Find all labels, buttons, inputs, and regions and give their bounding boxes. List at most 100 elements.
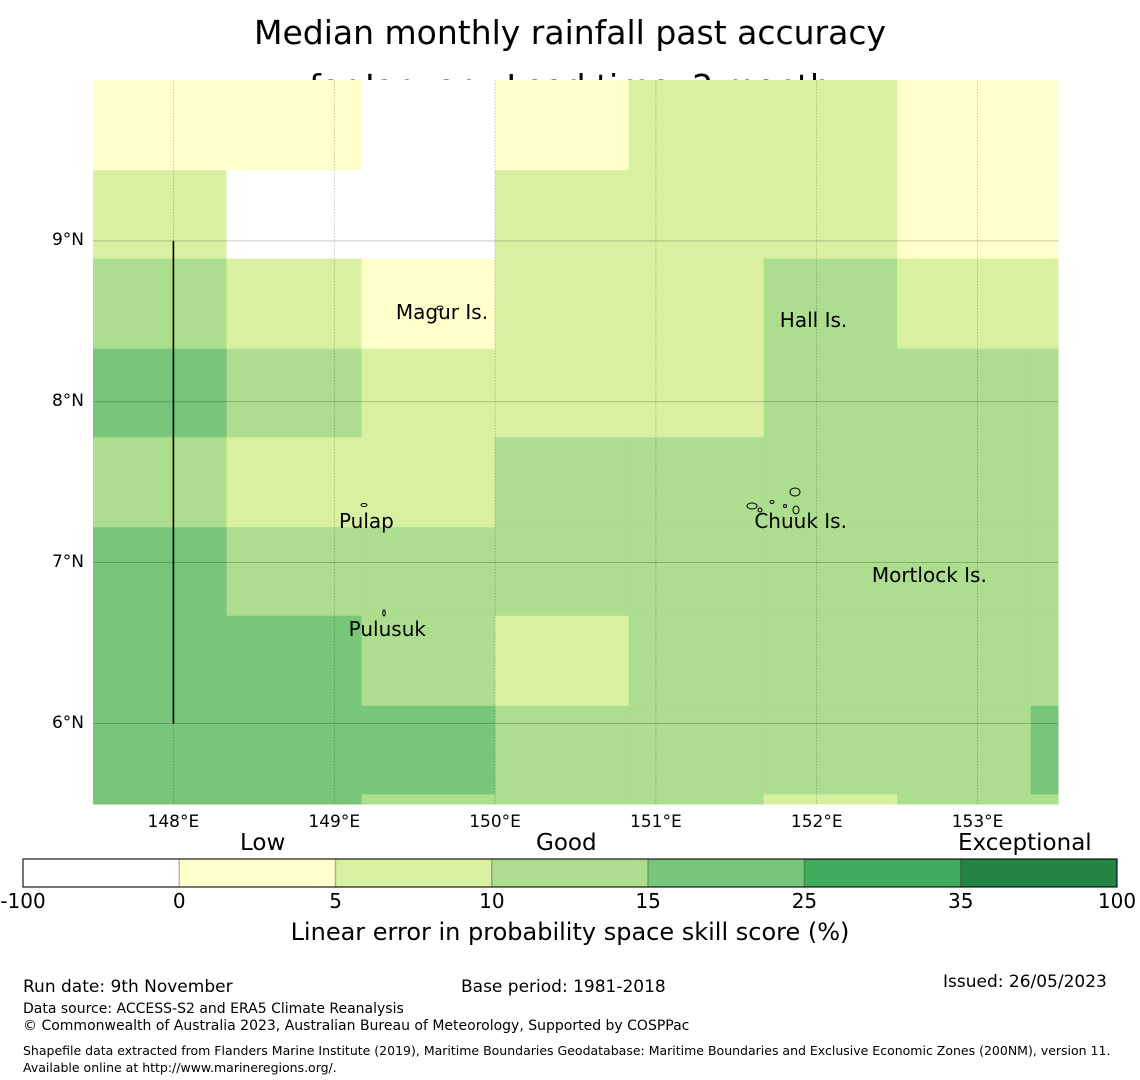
skill-cell	[897, 80, 1032, 171]
skill-cell	[763, 527, 898, 617]
island-outline	[792, 505, 800, 515]
copyright: © Commonwealth of Australia 2023, Austra…	[23, 1018, 690, 1034]
skill-cell	[361, 615, 496, 707]
colorbar-title: Linear error in probability space skill …	[290, 918, 850, 946]
skill-cell	[628, 258, 765, 350]
island-outlines	[360, 305, 801, 617]
colorbar-outline	[22, 858, 1118, 888]
shapefile-credit: Shapefile data extracted from Flanders M…	[23, 1043, 1111, 1075]
colorbar-swatch	[178, 858, 337, 888]
skill-cell	[226, 794, 363, 805]
skill-cell	[495, 615, 630, 707]
skill-cell	[93, 348, 227, 438]
longitude-tick-label: 151°E	[630, 812, 682, 832]
skill-cell	[495, 80, 630, 171]
longitude-tick-label: 149°E	[308, 812, 361, 832]
skill-cell	[1030, 258, 1059, 350]
skill-cell	[763, 615, 898, 707]
skill-cell	[897, 258, 1032, 350]
place-label: Hall Is.	[779, 308, 848, 333]
place-label: Chuuk Is.	[754, 509, 847, 534]
colorbar-swatch	[491, 858, 649, 888]
skill-cell	[361, 437, 496, 528]
graticule	[93, 80, 1058, 804]
skill-cell	[763, 705, 898, 795]
category-exceptional: Exceptional	[958, 830, 1092, 856]
island-outline	[769, 500, 775, 504]
colorbar-swatch	[960, 858, 1118, 888]
colorbar-tick-label: 5	[329, 889, 342, 913]
longitude-tick-label: 153°E	[951, 812, 1004, 832]
skill-cell	[628, 615, 765, 707]
skill-cell	[361, 705, 496, 795]
skill-cell	[226, 258, 363, 350]
skill-cell	[93, 615, 227, 707]
colorbar-tick-label: 10	[479, 889, 505, 913]
skill-cell	[628, 794, 765, 805]
colorbar-tick-label: 35	[947, 889, 974, 913]
skill-cell	[628, 348, 765, 438]
skill-cell	[226, 170, 363, 260]
island-outline	[360, 503, 368, 507]
colorbar-swatch	[647, 858, 806, 888]
skill-cell	[226, 705, 363, 795]
skill-cell	[897, 794, 1032, 805]
skill-cell	[361, 794, 496, 805]
longitude-tick-label: 150°E	[469, 812, 521, 832]
skill-cell	[897, 170, 1032, 260]
skill-cell	[361, 80, 496, 171]
colorbar-swatch	[334, 858, 493, 888]
skill-cell	[495, 348, 630, 438]
skill-cell	[897, 348, 1032, 438]
skill-cell	[1030, 615, 1059, 707]
data-source: Data source: ACCESS-S2 and ERA5 Climate …	[23, 1001, 404, 1017]
place-label: Magur Is.	[395, 300, 489, 325]
place-label: Mortlock Is.	[871, 562, 987, 587]
island-outline	[436, 305, 444, 311]
skill-cell	[495, 258, 630, 350]
skill-cell	[93, 705, 227, 795]
skill-cell	[361, 170, 496, 260]
island-outline	[757, 507, 763, 513]
skill-cell	[226, 348, 363, 438]
skill-cell	[93, 527, 227, 617]
skill-cell	[1030, 348, 1059, 438]
title-line-1: Median monthly rainfall past accuracy	[253, 13, 887, 52]
island-outline	[746, 502, 758, 510]
skill-cell	[628, 80, 765, 171]
skill-cell	[628, 705, 765, 795]
place-label: Pulusuk	[348, 617, 426, 642]
base-period: Base period: 1981-2018	[461, 977, 666, 997]
colorbar-swatch	[803, 858, 962, 888]
latitude-tick-label: 9°N	[51, 229, 84, 250]
skill-cell	[361, 527, 496, 617]
skill-cell	[226, 80, 363, 171]
skill-cell	[226, 615, 363, 707]
skill-cell	[897, 705, 1032, 795]
colorbar-tick-label: 100	[1097, 889, 1137, 913]
skill-cell	[93, 80, 227, 171]
colorbar-swatches	[22, 858, 1118, 888]
skill-cell	[763, 80, 898, 171]
skill-cell	[763, 258, 898, 350]
latitude-tick-label: 7°N	[51, 551, 84, 572]
latitude-tick-label: 6°N	[51, 712, 84, 733]
skill-cell	[897, 437, 1032, 528]
category-good: Good	[536, 830, 597, 856]
run-date: Run date: 9th November	[23, 977, 233, 997]
island-outline	[382, 609, 386, 617]
skill-cell	[763, 348, 898, 438]
longitude-tick-label: 148°E	[147, 812, 200, 832]
skill-cell	[495, 170, 630, 260]
skill-cells	[93, 80, 1059, 805]
skill-cell	[1030, 527, 1059, 617]
skill-cell	[1030, 170, 1059, 260]
skill-cell	[93, 170, 227, 260]
island-outline	[789, 487, 801, 497]
skill-cell	[361, 258, 496, 350]
skill-cell	[495, 705, 630, 795]
colorbar-swatch	[22, 858, 180, 888]
place-label: Pulap	[338, 509, 394, 534]
skill-cell	[495, 437, 630, 528]
